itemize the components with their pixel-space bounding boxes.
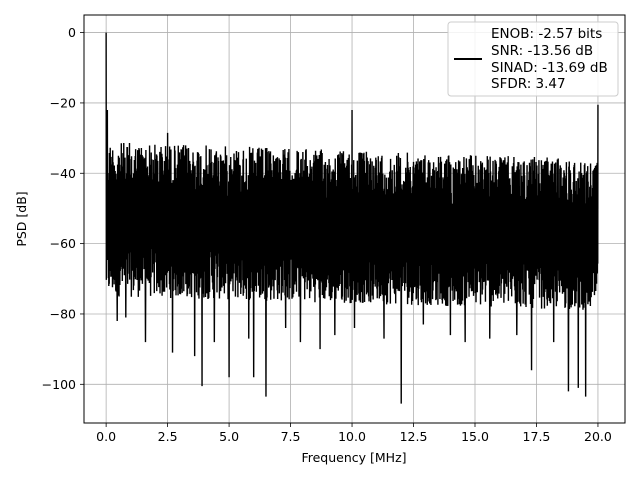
y-tick-label: −20 <box>50 95 76 110</box>
x-tick-label: 15.0 <box>461 429 489 444</box>
plot-area <box>105 32 599 404</box>
y-tick-label: −40 <box>50 166 76 181</box>
y-axis-ticks: 0 −20 −40 −60 −80 −100 <box>42 25 84 392</box>
axes-frame <box>83 14 626 424</box>
y-tick-label: 0 <box>68 25 76 40</box>
x-tick-label: 17.5 <box>523 429 551 444</box>
x-axis-ticks: 0.0 2.5 5.0 7.5 10.0 12.5 15.0 17.5 20.0 <box>96 423 612 444</box>
legend-box <box>447 21 619 97</box>
legend: ENOB: -2.57 bits SNR: -13.56 dB SINAD: -… <box>447 21 619 97</box>
legend-enob: ENOB: -2.57 bits <box>491 26 602 42</box>
legend-snr: SNR: -13.56 dB <box>491 43 593 59</box>
x-tick-label: 12.5 <box>400 429 428 444</box>
x-tick-label: 5.0 <box>219 429 239 444</box>
x-tick-label: 20.0 <box>584 429 612 444</box>
y-axis-label: PSD [dB] <box>14 191 29 246</box>
x-axis-label: Frequency [MHz] <box>301 450 406 465</box>
psd-trace <box>105 32 599 404</box>
legend-sinad: SINAD: -13.69 dB <box>491 60 608 76</box>
y-tick-label: −100 <box>42 377 76 392</box>
x-tick-label: 7.5 <box>281 429 301 444</box>
x-tick-label: 0.0 <box>96 429 116 444</box>
legend-sfdr: SFDR: 3.47 <box>491 76 566 92</box>
y-tick-label: −80 <box>50 306 76 321</box>
x-tick-label: 2.5 <box>158 429 178 444</box>
y-tick-label: −60 <box>50 236 76 251</box>
x-tick-label: 10.0 <box>338 429 366 444</box>
